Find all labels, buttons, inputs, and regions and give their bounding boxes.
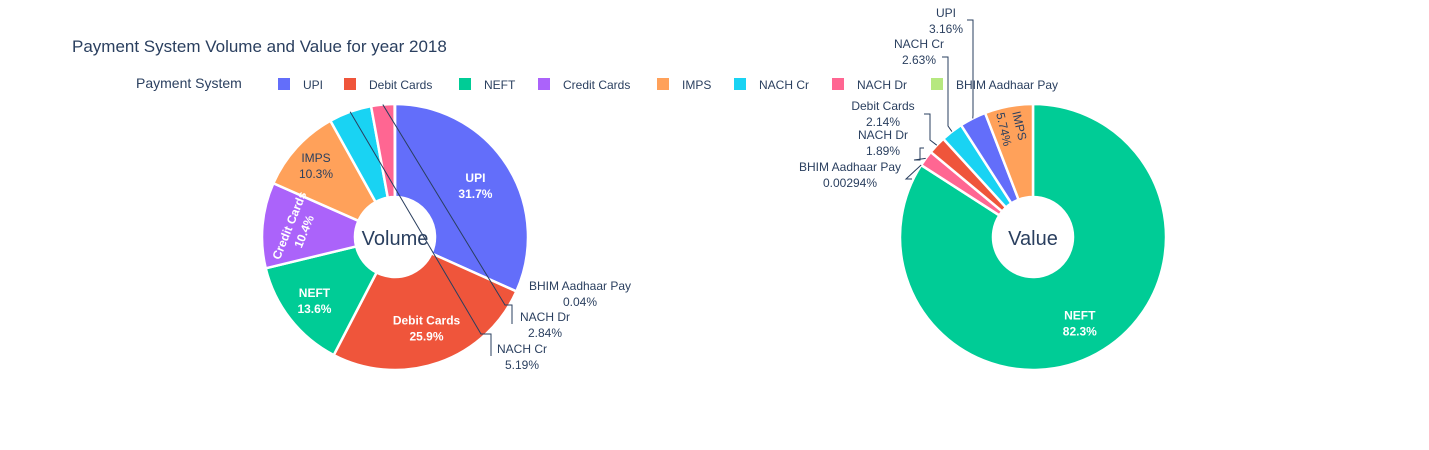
slice-percent: 2.63%: [902, 53, 936, 67]
slice-percent: 10.3%: [299, 167, 333, 181]
slice-name: Debit Cards: [851, 99, 914, 113]
slice-percent: 25.9%: [410, 329, 444, 343]
legend-swatch: [344, 78, 356, 90]
legend-label: NEFT: [484, 78, 516, 92]
legend-item-imps[interactable]: IMPS: [657, 78, 711, 92]
legend-item-nach-cr[interactable]: NACH Cr: [734, 78, 809, 92]
leader-line: [942, 56, 953, 132]
legend-label: IMPS: [682, 78, 711, 92]
legend-item-neft[interactable]: NEFT: [459, 78, 516, 92]
slice-label-nach-cr: NACH Cr 2.63%: [894, 37, 953, 132]
legend-label: Debit Cards: [369, 78, 432, 92]
slice-name: NACH Dr: [858, 128, 908, 142]
legend-swatch: [459, 78, 471, 90]
slice-imps[interactable]: [983, 102, 1035, 202]
leader-line: [924, 113, 938, 146]
slice-percent: 31.7%: [458, 187, 492, 201]
slice-name: NEFT: [299, 286, 331, 300]
slice-name: NACH Cr: [497, 342, 547, 356]
slice-name: BHIM Aadhaar Pay: [529, 279, 631, 293]
slice-label-nach-cr: NACH Cr 5.19%: [349, 111, 547, 372]
slice-label-bhim-aadhaar-pay: BHIM Aadhaar Pay 0.04%: [529, 279, 631, 309]
slice-label-imps: IMPS 10.3%: [299, 151, 333, 181]
slice-percent: 13.6%: [297, 302, 331, 316]
slice-percent: 2.14%: [866, 115, 900, 129]
slice-label-bhim-aadhaar-pay: BHIM Aadhaar Pay 0.00294%: [799, 160, 922, 190]
slice-name: NEFT: [1064, 309, 1096, 323]
slice-percent: 3.16%: [929, 22, 963, 36]
legend-title: Payment System: [136, 75, 242, 91]
legend-label: BHIM Aadhaar Pay: [956, 78, 1058, 92]
slice-label-debit-cards: Debit Cards 2.14%: [851, 99, 938, 146]
legend-label: NACH Cr: [759, 78, 809, 92]
slice-label-upi: UPI 31.7%: [458, 171, 492, 201]
slice-name: IMPS: [301, 151, 330, 165]
slice-neft[interactable]: [264, 244, 379, 357]
slice-label-debit-cards: Debit Cards 25.9%: [393, 313, 461, 343]
slice-upi[interactable]: [393, 102, 530, 294]
slice-label-neft: NEFT 82.3%: [1063, 309, 1097, 339]
slice-label-upi: UPI 3.16%: [929, 6, 974, 119]
slice-debit-cards[interactable]: [332, 251, 519, 372]
chart-title: Payment System Volume and Value for year…: [72, 37, 447, 56]
legend-swatch: [538, 78, 550, 90]
leader-line: [904, 164, 922, 180]
legend-item-nach-dr[interactable]: NACH Dr: [832, 78, 907, 92]
legend[interactable]: UPI Debit Cards NEFT Credit Cards IMPS NACH C…: [278, 78, 1058, 92]
legend-label: NACH Dr: [857, 78, 907, 92]
slice-credit-cards[interactable]: [260, 181, 361, 270]
leader-line: [349, 111, 492, 356]
legend-swatch: [931, 78, 943, 90]
legend-item-credit-cards[interactable]: Credit Cards: [538, 78, 630, 92]
slice-labels: NEFT 82.3% BHIM Aadhaar Pay 0.00294% NACH Dr…: [799, 6, 1097, 339]
slice-percent: 82.3%: [1063, 325, 1097, 339]
slice-name: IMPS: [1009, 110, 1029, 142]
legend-label: UPI: [303, 78, 323, 92]
slice-percent: 5.19%: [505, 358, 539, 372]
slice-name: UPI: [465, 171, 485, 185]
leader-line: [967, 19, 974, 119]
slice-label-nach-dr: NACH Dr 2.84%: [382, 104, 570, 340]
legend-swatch: [657, 78, 669, 90]
slice-name: NACH Dr: [520, 310, 570, 324]
slice-name: Debit Cards: [393, 313, 461, 327]
legend-swatch: [832, 78, 844, 90]
slice-percent: 2.84%: [528, 326, 562, 340]
slice-label-neft: NEFT 13.6%: [297, 286, 331, 316]
slice-neft[interactable]: [898, 102, 1168, 372]
leader-line: [382, 104, 513, 324]
slice-percent: 1.89%: [866, 144, 900, 158]
legend-item-bhim-aadhaar-pay[interactable]: BHIM Aadhaar Pay: [931, 78, 1058, 92]
value-pie[interactable]: NEFT 82.3% BHIM Aadhaar Pay 0.00294% NACH Dr…: [799, 6, 1168, 372]
legend-item-debit-cards[interactable]: Debit Cards: [344, 78, 432, 92]
legend-swatch: [278, 78, 290, 90]
slice-percent: 0.04%: [563, 295, 597, 309]
slice-label-nach-dr: NACH Dr 1.89%: [858, 128, 926, 161]
slice-name: UPI: [936, 6, 956, 20]
legend-label: Credit Cards: [563, 78, 630, 92]
center-label: Value: [1008, 228, 1058, 250]
slice-name: NACH Cr: [894, 37, 944, 51]
legend-swatch: [734, 78, 746, 90]
slice-percent: 0.00294%: [823, 176, 877, 190]
leader-line: [913, 147, 926, 161]
legend-item-upi[interactable]: UPI: [278, 78, 323, 92]
slice-name: BHIM Aadhaar Pay: [799, 160, 901, 174]
center-label: Volume: [362, 228, 429, 250]
